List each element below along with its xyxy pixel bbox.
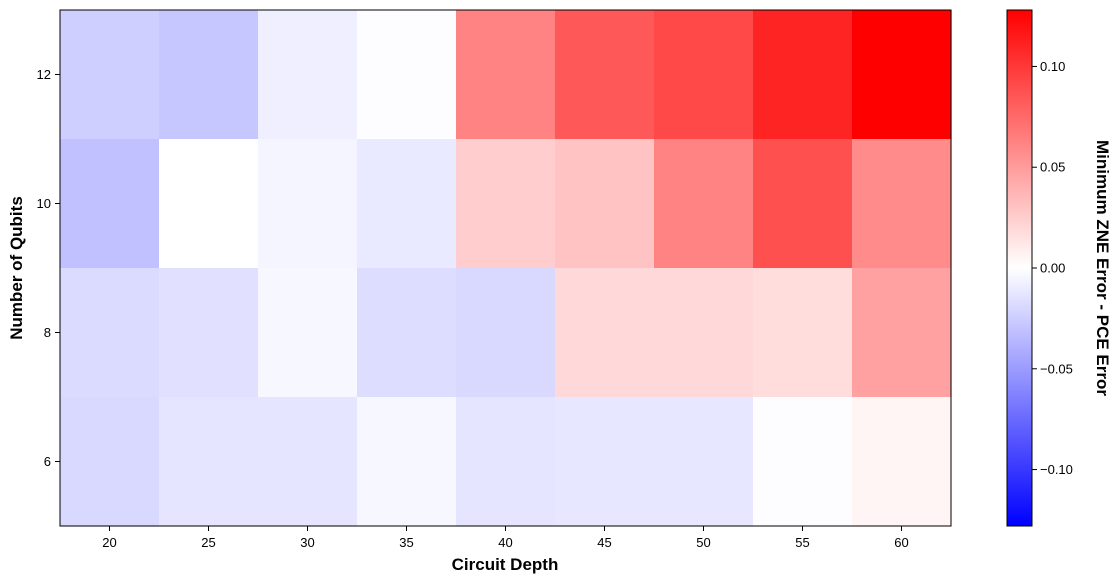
heatmap-cell [456,10,556,140]
heatmap-cell [159,397,259,527]
colorbar-tick-label: −0.10 [1040,462,1073,477]
heatmap-cell [60,10,160,140]
heatmap-cell [357,268,457,398]
x-tick-label: 55 [795,535,809,550]
colorbar-ticks: 0.10 0.05 0.00 −0.05 −0.10 [1032,59,1073,477]
heatmap-cell [654,139,754,269]
heatmap-cell [357,10,457,140]
y-tick-label: 8 [44,325,51,340]
heatmap-cell [357,397,457,527]
heatmap-cell [258,10,358,140]
heatmap-cell [753,268,853,398]
x-tick-label: 40 [498,535,512,550]
colorbar-tick-label: 0.00 [1040,261,1065,276]
colorbar-label: Minimum ZNE Error - PCE Error [1093,140,1112,396]
heatmap-cell [654,397,754,527]
heatmap-cell [654,10,754,140]
colorbar-tick-label: −0.05 [1040,361,1073,376]
heatmap-cell [159,10,259,140]
colorbar-tick-label: 0.05 [1040,160,1065,175]
heatmap-cell [258,268,358,398]
heatmap-cell [258,139,358,269]
y-tick-label: 12 [37,67,51,82]
y-axis-label: Number of Qubits [7,196,26,340]
x-tick-label: 20 [102,535,116,550]
heatmap-cell [555,397,655,527]
colorbar [1006,9,1033,527]
heatmap-cell [555,10,655,140]
heatmap-cell [852,139,952,269]
x-axis-label: Circuit Depth [452,555,559,574]
heatmap-cell [159,268,259,398]
heatmap-cell [852,397,952,527]
x-axis-ticks: 20 25 30 35 40 45 50 55 60 [102,526,909,550]
heatmap-cell [753,397,853,527]
x-tick-label: 50 [696,535,710,550]
x-tick-label: 25 [201,535,215,550]
heatmap-cell [456,397,556,527]
heatmap-cell [654,268,754,398]
heatmap-cell [456,268,556,398]
heatmap-cell [159,139,259,269]
heatmap-cell [60,268,160,398]
heatmap-cell [60,139,160,269]
heatmap-cell [852,268,952,398]
heatmap-cell [456,139,556,269]
colorbar-tick-label: 0.10 [1040,59,1065,74]
heatmap-cell [555,268,655,398]
y-tick-label: 10 [37,196,51,211]
heatmap-cell [852,10,952,140]
x-tick-label: 35 [399,535,413,550]
heatmap-cell [258,397,358,527]
y-tick-label: 6 [44,454,51,469]
x-tick-label: 45 [597,535,611,550]
heatmap-cell [357,139,457,269]
heatmap-cell [60,397,160,527]
heatmap-cell [753,10,853,140]
heatmap-cell [555,139,655,269]
heatmap-cells [60,10,952,527]
y-axis-ticks: 12 10 8 6 [37,67,60,469]
x-tick-label: 30 [300,535,314,550]
heatmap-cell [753,139,853,269]
x-tick-label: 60 [894,535,908,550]
